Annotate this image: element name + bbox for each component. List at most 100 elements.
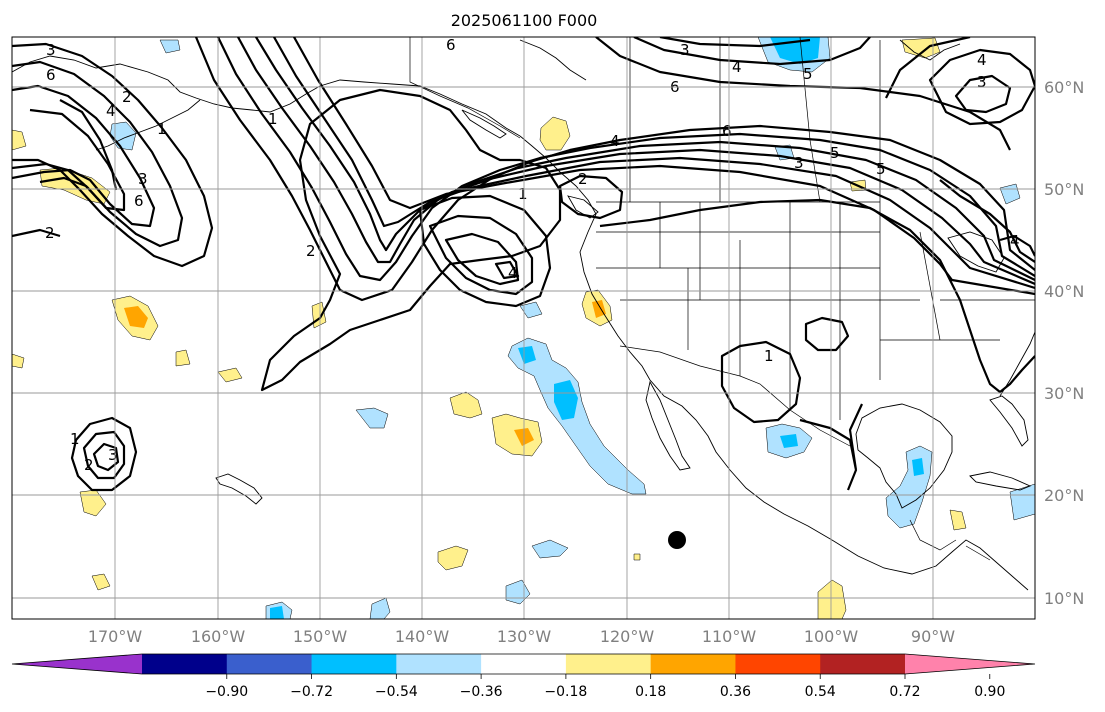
shade-pos-pac2 — [175, 349, 191, 367]
border-alaska-canada — [409, 37, 521, 139]
colorbar-bin — [226, 654, 313, 674]
colorbar-bin — [481, 654, 567, 674]
contour-arctic-3 — [659, 37, 811, 48]
colorbar-bin — [650, 654, 736, 674]
contour-label: 4 — [106, 102, 116, 120]
contour-label: 1 — [764, 347, 774, 365]
contour-label: 6 — [134, 192, 144, 210]
contour-label: 6 — [446, 36, 456, 54]
contour-label: 4 — [1010, 232, 1020, 250]
latitude-labels: 60°N 50°N 40°N 30°N 20°N 10°N — [1044, 78, 1084, 608]
contour-label: 3 — [108, 446, 118, 464]
coastline-baja — [645, 380, 691, 471]
contour-label: 2 — [306, 242, 316, 260]
contour-label: 6 — [722, 122, 732, 140]
contour-label: 2 — [45, 224, 55, 242]
colorbar-tick-label: −0.18 — [544, 684, 587, 700]
shade-neg-gulf — [885, 445, 933, 529]
coastline-gulf — [855, 403, 953, 509]
colorbar: −0.90 −0.72 −0.54 −0.36 −0.18 0.18 0.36 0.54 0.7… — [11, 653, 1036, 700]
contour-kamchatka-5 — [12, 228, 61, 238]
colorbar-bin — [311, 654, 397, 674]
contour-kamchatka-2 — [12, 60, 184, 248]
lon-label: 160°W — [191, 627, 246, 646]
lat-label: 50°N — [1044, 180, 1084, 199]
lon-label: 170°W — [88, 627, 143, 646]
lon-label: 130°W — [497, 627, 552, 646]
colorbar-tick-label: −0.54 — [375, 684, 418, 700]
lat-label: 30°N — [1044, 384, 1084, 403]
colorbar-tick-label: −0.36 — [460, 684, 503, 700]
colorbar-tick-label: −0.72 — [290, 684, 333, 700]
coastline-vancouver — [567, 195, 599, 219]
contour-label: 2 — [578, 170, 588, 188]
contour-label: 4 — [977, 51, 987, 69]
contour-label: 5 — [830, 144, 840, 162]
coastline-arctic — [519, 39, 587, 81]
lon-label: 100°W — [804, 627, 859, 646]
contour-label: 6 — [46, 66, 56, 84]
colorbar-bin — [396, 654, 482, 674]
shade-pos-south2 — [633, 553, 641, 561]
contour-arctic-2 — [633, 37, 871, 66]
shade-pos-socal-core — [592, 300, 606, 318]
contour-kamchatka-1 — [12, 42, 214, 268]
colorbar-tick-label: 0.18 — [635, 684, 666, 700]
contour-mex-low — [720, 340, 802, 424]
contour-label: 4 — [508, 264, 518, 282]
contour-low-inner-2 — [428, 214, 534, 296]
shade-pos-north — [901, 37, 941, 59]
contour-ne-1 — [939, 179, 1035, 263]
contour-dateline-low-3 — [92, 442, 120, 472]
colorbar-tick-label: 0.54 — [805, 684, 836, 700]
contour-label: 4 — [732, 58, 742, 76]
shade-neg-ontario — [999, 183, 1021, 205]
contour-label: 5 — [803, 65, 813, 83]
shade-neg-pac8 — [355, 407, 389, 429]
contour-east-high-outer — [885, 37, 971, 99]
contour-bc-small — [558, 174, 624, 220]
contour-label: 2 — [84, 456, 94, 474]
contour-gulf-big — [799, 403, 863, 491]
shade-neg-pac11 — [531, 539, 569, 559]
contour-dateline-low-1 — [70, 416, 138, 492]
border-central-america — [909, 519, 991, 561]
shade-pos-south — [817, 579, 847, 619]
border-us-mexico — [619, 345, 851, 447]
shade-pos-westedge2 — [12, 353, 25, 369]
contour-label: 4 — [610, 132, 620, 150]
lon-label: 110°W — [702, 627, 757, 646]
lon-label: 90°W — [911, 627, 955, 646]
shade-pos-pac4 — [311, 301, 327, 329]
colorbar-bin — [565, 654, 652, 674]
contour-label-layer: 3 6 2 4 1 3 6 2 6 3 4 5 6 4 6 3 5 4 3 5 … — [45, 36, 1020, 474]
graticule — [12, 37, 1035, 619]
lon-label: 150°W — [293, 627, 348, 646]
shade-pos-carib — [949, 509, 967, 531]
contour-east-high-inner — [954, 74, 1012, 114]
contour-label: 3 — [680, 41, 690, 59]
colorbar-tick-label: 0.36 — [720, 684, 751, 700]
contour-small-low — [804, 316, 850, 352]
contour-label: 3 — [977, 73, 987, 91]
contour-low-inner-1 — [418, 194, 552, 308]
shade-pos-pac3 — [217, 367, 243, 383]
contour-label: 1 — [157, 120, 167, 138]
contour-label: 3 — [794, 154, 804, 172]
contour-jet-6 — [293, 37, 1035, 296]
coastline-islands — [461, 109, 507, 139]
contour-east-high — [928, 48, 1035, 126]
coastline-florida — [989, 395, 1029, 447]
contour-label: 1 — [518, 185, 528, 203]
contour-low-inner-3 — [444, 232, 520, 286]
shade-neg-top1 — [159, 39, 181, 54]
shade-neg-east — [1009, 483, 1035, 521]
lat-label: 20°N — [1044, 486, 1084, 505]
contour-ne-2 — [999, 234, 1035, 257]
coastline-hudson — [899, 39, 961, 61]
shading-layer — [12, 37, 1035, 619]
shade-neg-mex-core — [780, 434, 798, 448]
contour-label: 3 — [138, 170, 148, 188]
border-layer — [409, 37, 1035, 561]
